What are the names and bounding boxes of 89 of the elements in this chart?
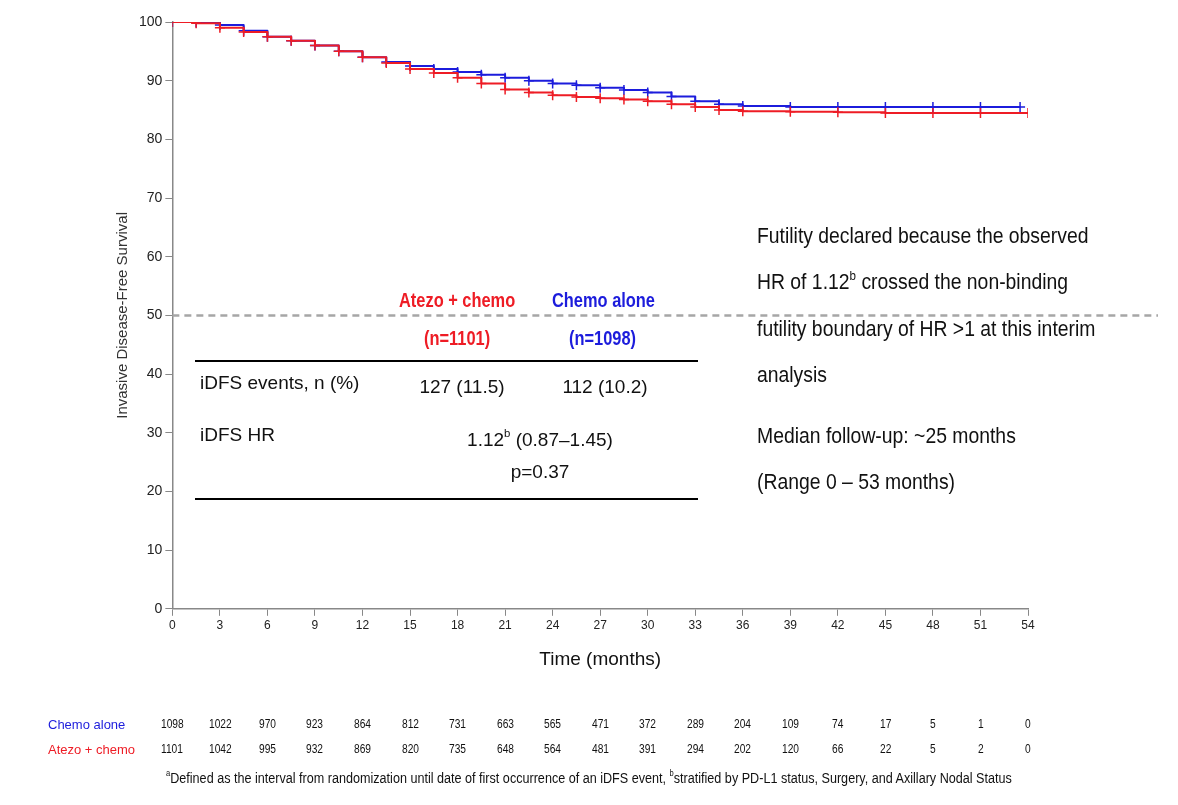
- annotation: analysis: [757, 362, 827, 387]
- text: $^{a}$Defined as the interval from randomization until date of first occurrence of an iDFS event, $^{b}$stratified by PD-L1 status, Surgery, and Axillary Nodal Status: [166, 768, 1012, 786]
- x-tick-label: 21: [498, 618, 513, 633]
- text: 663: [496, 716, 514, 731]
- x-tick-label: 33: [688, 618, 703, 633]
- text: Chemo alone: [551, 289, 655, 311]
- x-tick-label: 48: [926, 618, 940, 633]
- text: 565: [544, 716, 562, 731]
- text: 970: [258, 716, 276, 731]
- text: 17: [879, 716, 892, 731]
- text: 0: [1025, 741, 1031, 756]
- y-tick-label: 100: [139, 12, 163, 29]
- x-tick-label: 18: [450, 618, 465, 633]
- text: 995: [258, 741, 276, 756]
- annotation: (Range 0 – 53 months): [757, 469, 956, 494]
- x-tick-label: 27: [593, 618, 608, 633]
- annotation: Median follow-up: ~25 months: [757, 423, 1016, 448]
- text: 120: [781, 741, 799, 756]
- x-tick-label: 39: [783, 618, 798, 633]
- annotation: 1.12$^{b}$ (0.87–1.45): [467, 427, 613, 450]
- x-tick-label: 6: [264, 618, 272, 633]
- text: 471: [591, 716, 609, 731]
- x-tick-label: 45: [878, 618, 893, 633]
- x-tick-label: 12: [355, 618, 370, 633]
- x-tick-label: 3: [216, 618, 224, 633]
- text: 1098: [161, 716, 184, 731]
- text: 735: [449, 741, 467, 756]
- annotation: iDFS events, n (%): [200, 372, 360, 393]
- text: 869: [353, 741, 372, 756]
- text: 109: [781, 716, 799, 731]
- text: 864: [353, 716, 372, 731]
- y-tick-label: 50: [146, 306, 163, 323]
- text: 66: [832, 741, 844, 756]
- text: 812: [401, 716, 419, 731]
- x-tick-label: 24: [545, 618, 560, 633]
- text: 820: [401, 741, 419, 756]
- x-tick-label: 30: [641, 618, 655, 633]
- x-tick-label: 42: [831, 618, 845, 633]
- x-tick-label: 0: [169, 618, 177, 633]
- annotation: futility boundary of HR >1 at this interim: [757, 316, 1096, 341]
- y-tick-label: 70: [146, 188, 163, 205]
- annotation: Futility declared because the observed: [757, 223, 1089, 248]
- text: 372: [639, 716, 657, 731]
- annotation: 112 (10.2): [562, 376, 648, 397]
- text: 0: [1025, 716, 1031, 731]
- text: 391: [639, 741, 657, 756]
- text: 5: [930, 716, 936, 731]
- annotation: p=0.37: [510, 461, 570, 482]
- y-tick-label: 10: [146, 540, 163, 557]
- y-tick-label: 0: [154, 599, 163, 616]
- x-tick-label: 9: [311, 618, 319, 633]
- y-tick-label: 80: [146, 130, 163, 147]
- x-tick-label: 51: [973, 618, 988, 633]
- text: 74: [832, 716, 844, 731]
- text: 648: [496, 741, 514, 756]
- text: 932: [306, 741, 324, 756]
- annotation: 127 (11.5): [419, 376, 505, 397]
- text: Chemo alone: [48, 716, 126, 732]
- annotation: (n=1101): [423, 327, 491, 349]
- text: 481: [591, 741, 609, 756]
- x-tick-label: 15: [403, 618, 418, 633]
- y-tick-label: 30: [146, 423, 163, 440]
- x-axis-title: Time (months): [539, 647, 662, 669]
- text: 204: [734, 716, 752, 731]
- text: 5: [930, 741, 936, 756]
- y-tick-label: 40: [146, 364, 163, 381]
- text: Atezo + chemo: [48, 741, 136, 757]
- text: 289: [686, 716, 704, 731]
- text: 1022: [208, 716, 232, 731]
- y-tick-label: 20: [146, 482, 163, 499]
- text: 1101: [161, 741, 184, 756]
- x-tick-label: 54: [1021, 618, 1035, 633]
- text: 294: [686, 741, 704, 756]
- text: 564: [544, 741, 562, 756]
- x-tick-label: 36: [736, 618, 750, 633]
- text: 923: [306, 716, 324, 731]
- annotation: (n=1098): [569, 327, 637, 349]
- text: 2: [977, 741, 984, 756]
- text: 1042: [208, 741, 232, 756]
- text: 731: [449, 716, 467, 731]
- y-tick-label: 60: [146, 247, 163, 264]
- annotation: HR of 1.12$^{b}$ crossed the non-binding: [757, 268, 1069, 294]
- text: 1: [977, 716, 984, 731]
- annotation: iDFS HR: [200, 424, 275, 445]
- y-axis-title: Invasive Disease-Free Survival: [113, 212, 131, 419]
- y-tick-label: 90: [146, 71, 163, 88]
- text: Atezo + chemo: [398, 289, 516, 311]
- text: 202: [734, 741, 752, 756]
- text: 22: [879, 741, 892, 756]
